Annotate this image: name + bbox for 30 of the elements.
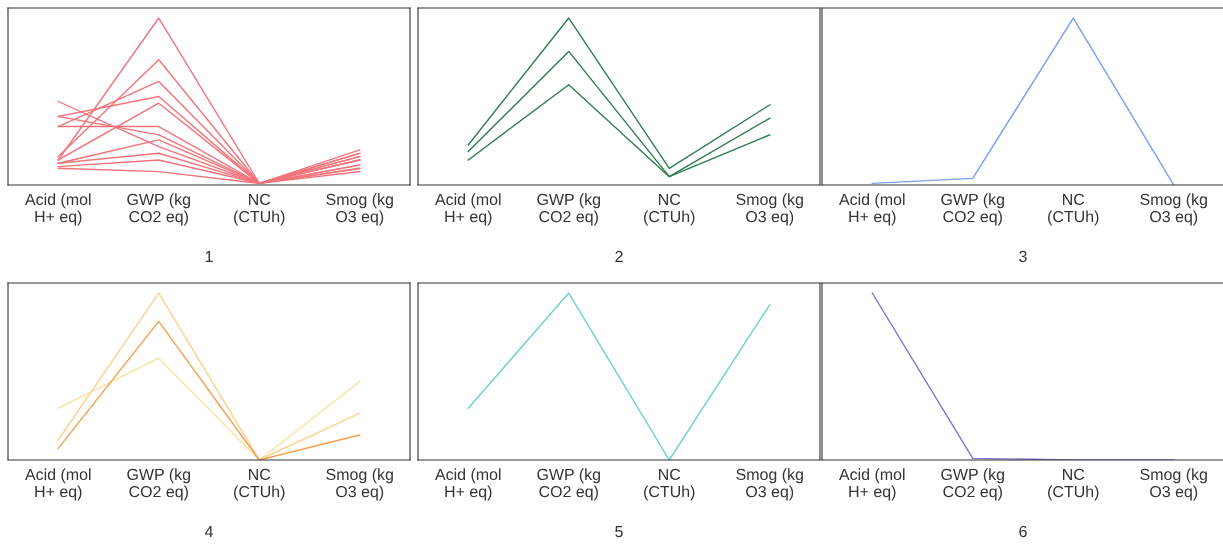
x-tick-label: Acid (mol H+ eq) xyxy=(25,193,91,226)
x-tick-label: Smog (kg O3 eq) xyxy=(326,193,393,226)
x-tick-label: GWP (kg CO2 eq) xyxy=(127,193,190,226)
x-axis-title: 5 xyxy=(615,526,623,538)
x-tick-label: Acid (mol H+ eq) xyxy=(435,193,501,226)
x-tick-label: Smog (kg O3 eq) xyxy=(736,193,803,226)
x-tick-label: NC (CTUh) xyxy=(234,468,285,501)
x-tick-label: NC (CTUh) xyxy=(644,193,695,226)
x-tick-label: Acid (mol H+ eq) xyxy=(839,468,905,501)
x-tick-label: Acid (mol H+ eq) xyxy=(839,193,905,226)
x-tick-label: GWP (kg CO2 eq) xyxy=(941,193,1004,226)
x-tick-label: Smog (kg O3 eq) xyxy=(1140,468,1207,501)
x-tick-label: GWP (kg CO2 eq) xyxy=(537,468,600,501)
x-tick-label: NC (CTUh) xyxy=(234,193,285,226)
x-tick-label: NC (CTUh) xyxy=(1048,193,1099,226)
x-tick-label: Acid (mol H+ eq) xyxy=(25,468,91,501)
x-tick-label: Smog (kg O3 eq) xyxy=(326,468,393,501)
x-tick-label: NC (CTUh) xyxy=(644,468,695,501)
x-axis-title: 2 xyxy=(615,250,623,262)
x-tick-label: Smog (kg O3 eq) xyxy=(736,468,803,501)
x-axis-title: 3 xyxy=(1019,250,1027,263)
x-axis-title: 4 xyxy=(204,526,213,537)
x-tick-label: GWP (kg CO2 eq) xyxy=(941,468,1004,501)
x-axis-title: 6 xyxy=(1019,525,1027,538)
x-tick-label: NC (CTUh) xyxy=(1048,468,1099,501)
x-axis-title: 1 xyxy=(205,251,213,262)
x-tick-label: Smog (kg O3 eq) xyxy=(1140,193,1207,226)
x-tick-label: Acid (mol H+ eq) xyxy=(435,468,501,501)
x-tick-label: GWP (kg CO2 eq) xyxy=(537,193,600,226)
x-tick-label: GWP (kg CO2 eq) xyxy=(127,468,190,501)
